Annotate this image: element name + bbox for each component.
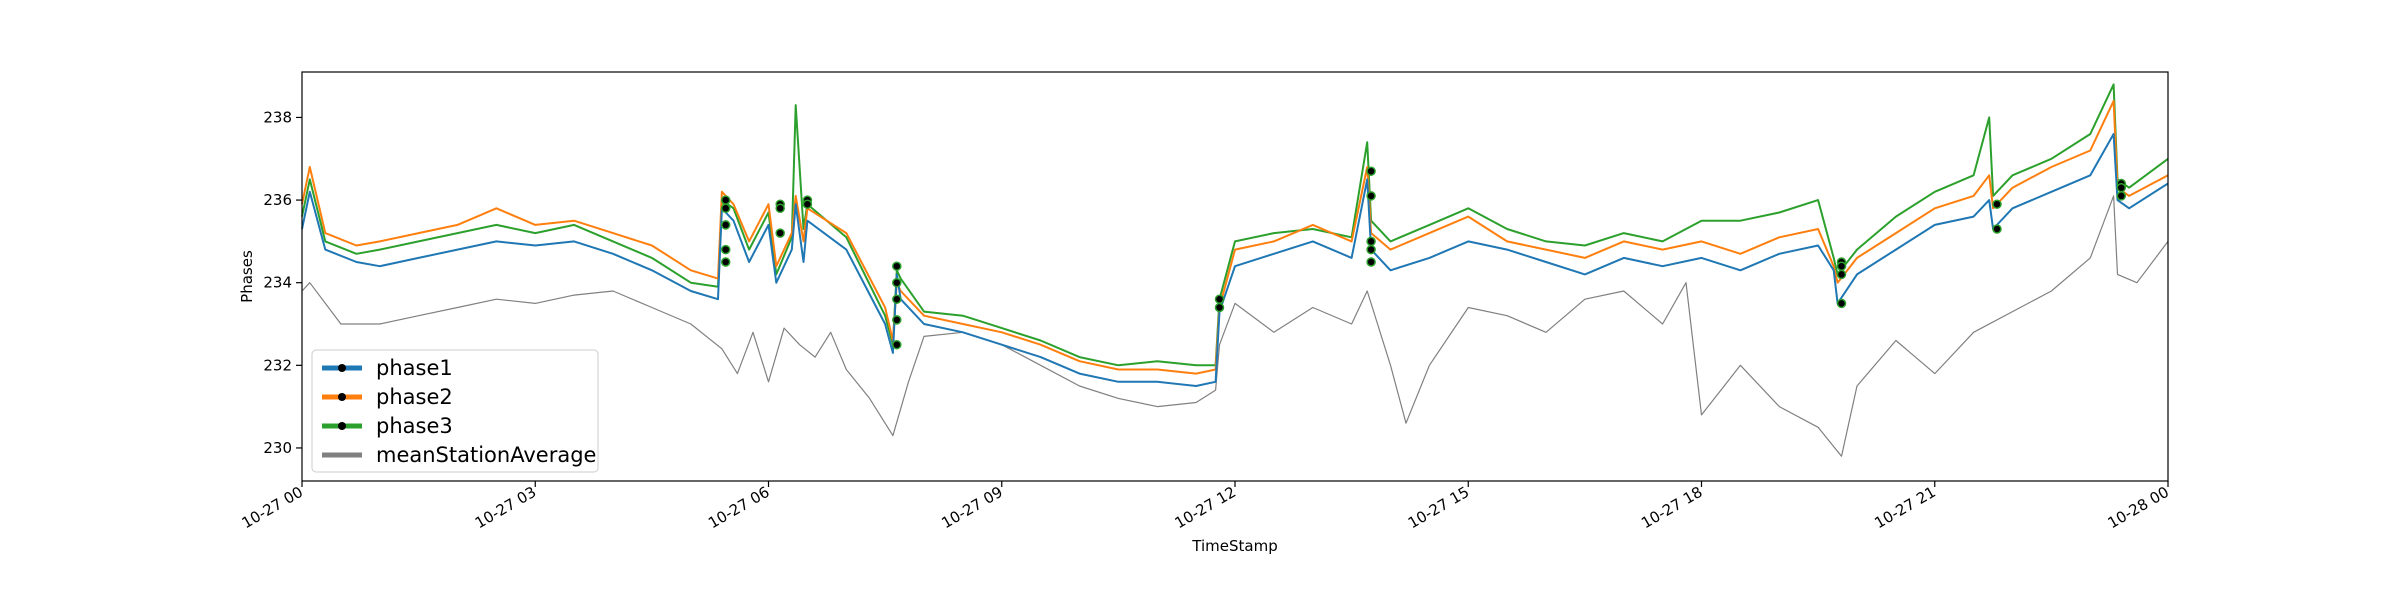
- data-marker: [1366, 236, 1376, 247]
- data-marker: [2116, 191, 2127, 201]
- y-axis-ticks: 230 232 234 236 238: [263, 108, 302, 457]
- data-marker: [892, 315, 902, 325]
- data-marker: [892, 261, 902, 271]
- x-axis-label: TimeStamp: [1191, 537, 1277, 555]
- data-marker: [720, 195, 731, 205]
- x-tick-label: 10-27 06: [705, 483, 772, 532]
- series-line-phase1: [301, 133, 2169, 387]
- legend-marker-phase1: [338, 364, 346, 372]
- legend: phase1 phase2 phase3 meanStationAverage: [311, 349, 599, 473]
- data-marker: [1366, 191, 1376, 201]
- legend-label-phase1: phase1: [376, 356, 453, 380]
- x-tick-label: 10-27 03: [472, 483, 539, 532]
- data-marker: [720, 244, 731, 255]
- data-marker: [775, 203, 785, 214]
- marker-layer: [720, 166, 2127, 350]
- x-tick-label: 10-27 09: [938, 483, 1005, 532]
- data-marker: [1366, 166, 1376, 176]
- y-tick-label: 238: [263, 108, 292, 126]
- series-line-phase3: [301, 83, 2169, 367]
- legend-marker-phase2: [338, 393, 346, 401]
- legend-box: [311, 349, 599, 473]
- x-tick-label: 10-27 15: [1405, 483, 1472, 532]
- data-marker: [892, 294, 902, 304]
- legend-label-phase3: phase3: [376, 414, 453, 438]
- data-marker: [720, 257, 731, 267]
- x-tick-label: 10-27 18: [1638, 483, 1705, 532]
- legend-marker-phase3: [338, 422, 346, 430]
- series-layer: [301, 83, 2169, 457]
- x-axis-ticks: 10-27 00 10-27 03 10-27 06 10-27 09 10-27 12…: [239, 481, 2172, 532]
- data-marker: [1366, 244, 1376, 255]
- data-marker: [892, 277, 902, 288]
- legend-label-phase2: phase2: [376, 385, 453, 409]
- data-marker: [775, 228, 785, 238]
- y-tick-label: 236: [263, 191, 292, 209]
- data-marker: [1992, 224, 2002, 234]
- series-line-meanStationAverage: [301, 195, 2169, 457]
- x-tick-label: 10-28 00: [2105, 483, 2172, 532]
- series-line-phase2: [301, 99, 2169, 375]
- data-marker: [1836, 269, 1847, 280]
- data-marker: [2116, 182, 2127, 193]
- x-tick-label: 10-27 00: [239, 483, 306, 532]
- data-marker: [1836, 298, 1847, 309]
- data-marker: [720, 203, 731, 214]
- x-tick-label: 10-27 12: [1172, 483, 1239, 532]
- data-marker: [892, 339, 902, 350]
- data-marker: [1366, 257, 1376, 267]
- data-marker: [1836, 261, 1847, 271]
- y-tick-label: 232: [263, 356, 292, 374]
- y-axis-label: Phases: [238, 250, 256, 303]
- y-tick-label: 234: [263, 274, 292, 292]
- data-marker: [1214, 302, 1225, 313]
- data-marker: [802, 199, 813, 209]
- y-tick-label: 230: [263, 439, 292, 457]
- data-marker: [720, 220, 731, 230]
- x-tick-label: 10-27 21: [1871, 483, 1938, 532]
- data-marker: [1214, 294, 1225, 304]
- data-marker: [1992, 199, 2002, 209]
- legend-label-meanStationAverage: meanStationAverage: [376, 443, 596, 467]
